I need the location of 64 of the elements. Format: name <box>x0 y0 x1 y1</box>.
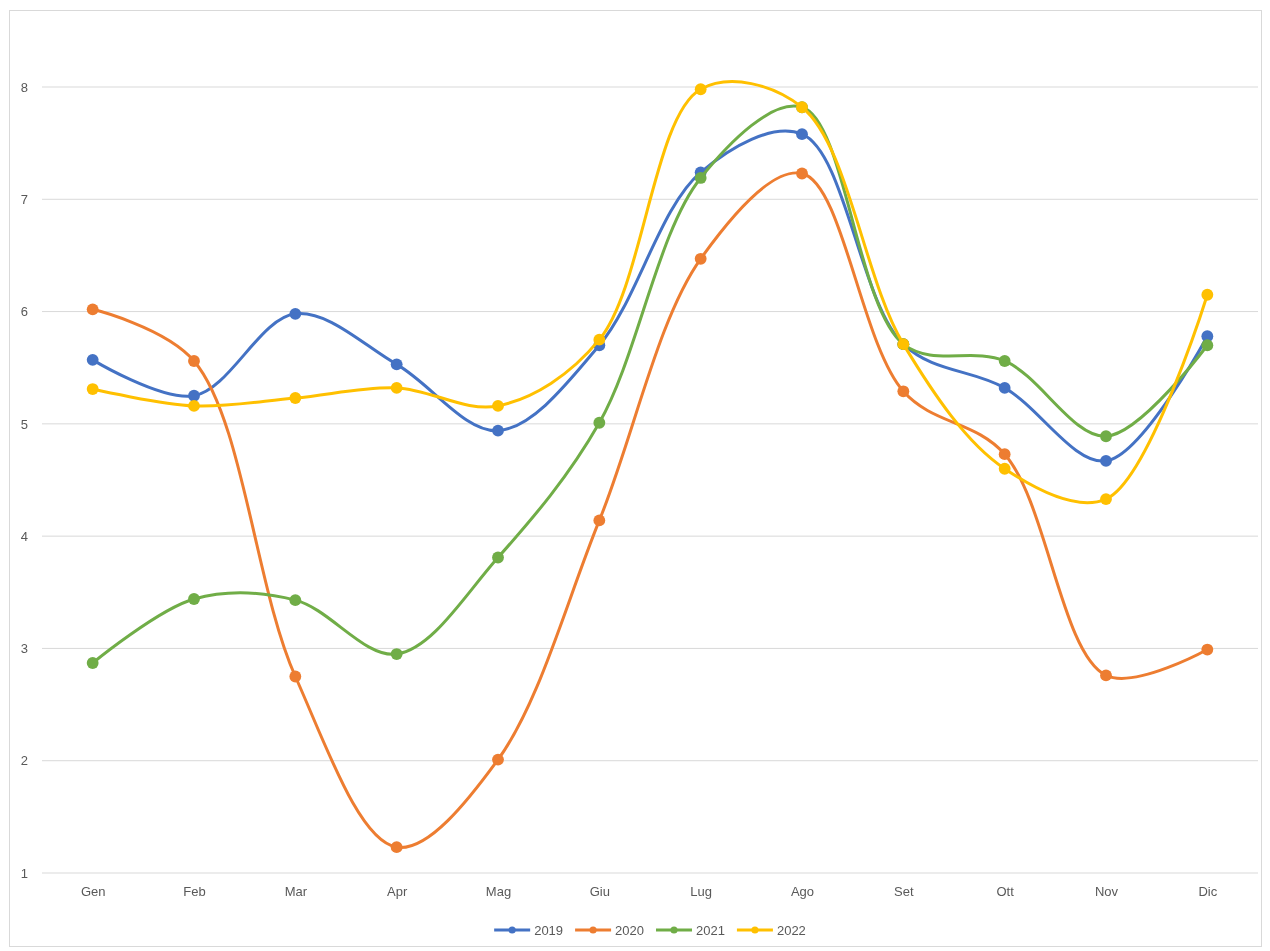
point <box>593 333 606 346</box>
x-tick-label: Gen <box>80 884 106 900</box>
x-tick-label: Lug <box>690 884 713 900</box>
point <box>188 399 200 412</box>
point <box>289 307 302 320</box>
legend-label: 2020 <box>615 922 644 938</box>
point <box>188 389 200 402</box>
x-tick-label: Feb <box>183 884 206 900</box>
x-tick-label: Ott <box>996 884 1015 900</box>
point <box>1201 288 1214 301</box>
x-tick-label: Dic <box>1198 884 1218 900</box>
point <box>694 252 707 265</box>
point <box>390 382 403 394</box>
x-tick-label: Ago <box>790 884 815 900</box>
x-tick-label: Apr <box>387 884 408 900</box>
point <box>188 355 200 367</box>
point <box>86 353 99 366</box>
point <box>796 128 808 141</box>
point <box>289 670 302 683</box>
legend-label: 2021 <box>696 922 725 938</box>
point <box>593 514 606 527</box>
point <box>86 303 99 316</box>
point <box>289 392 302 404</box>
point <box>796 167 808 180</box>
legend-label: 2019 <box>534 922 564 938</box>
y-tick-label: 6 <box>20 304 28 320</box>
point <box>390 358 403 371</box>
x-tick-label: Set <box>894 884 914 900</box>
point <box>1201 339 1214 352</box>
y-tick-label: 2 <box>20 753 28 769</box>
point <box>1100 430 1112 443</box>
y-tick-label: 3 <box>20 641 28 657</box>
point <box>694 172 707 184</box>
point <box>492 399 504 412</box>
y-tick-label: 4 <box>20 528 28 544</box>
x-tick-label: Mag <box>485 884 512 900</box>
point <box>289 594 302 607</box>
point <box>86 657 99 669</box>
point <box>998 382 1011 394</box>
x-tick-label: Nov <box>1094 884 1119 900</box>
x-tick-label: Mar <box>284 884 308 900</box>
point <box>492 551 504 564</box>
point <box>1100 669 1112 682</box>
point <box>1100 455 1112 467</box>
point <box>1100 493 1112 505</box>
y-tick-label: 8 <box>20 79 28 95</box>
point <box>86 383 99 395</box>
y-tick-label: 1 <box>20 865 28 881</box>
y-tick-label: 7 <box>20 191 28 207</box>
y-tick-label: 5 <box>20 416 28 432</box>
point <box>998 448 1011 461</box>
x-tick-label: Giu <box>589 884 610 900</box>
point <box>492 753 504 766</box>
point <box>593 416 606 429</box>
point <box>390 648 403 660</box>
point <box>694 83 707 96</box>
point <box>998 462 1011 475</box>
point <box>1201 643 1214 656</box>
point <box>998 355 1011 367</box>
point <box>188 593 200 605</box>
legend-label: 2022 <box>776 922 806 938</box>
point <box>390 841 403 854</box>
point <box>492 424 504 437</box>
point <box>897 385 910 398</box>
